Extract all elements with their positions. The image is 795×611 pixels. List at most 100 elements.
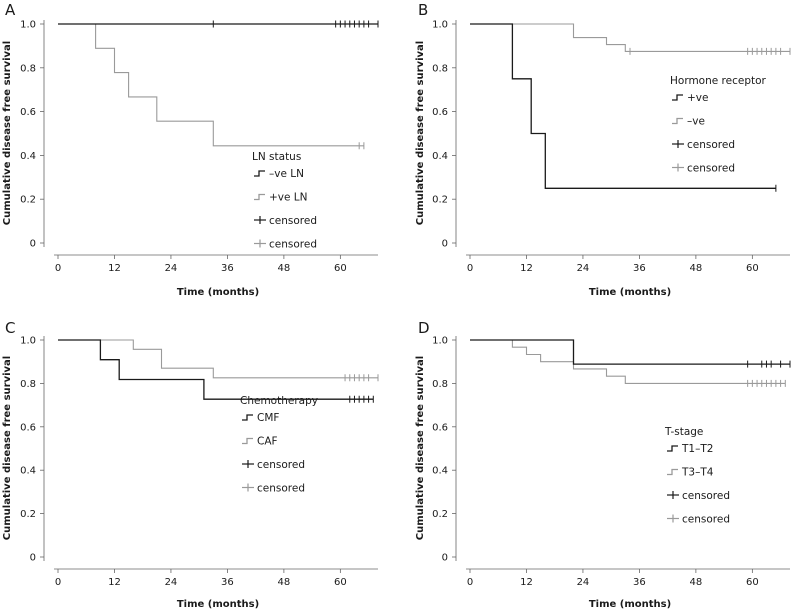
km-panel-b: B 0 0.2 0.4 0.6 0.8 1.0 0 12 24 36 48 60 Time (months… xyxy=(415,1,791,298)
legend-line-icon xyxy=(254,170,265,177)
x-tick-label: 48 xyxy=(278,263,291,274)
y-tick-label: 1.0 xyxy=(20,336,36,347)
legend-entry: censored xyxy=(682,514,730,526)
legend-line-icon xyxy=(254,193,265,201)
x-tick-label: 0 xyxy=(467,577,473,588)
survival-curve-gray xyxy=(58,23,364,147)
x-axis-title: Time (months) xyxy=(177,287,259,298)
y-tick-label: 0.6 xyxy=(432,422,448,433)
panel-label: D xyxy=(418,319,430,337)
y-tick-label: 0 xyxy=(30,239,36,250)
legend-entry: +ve LN xyxy=(269,192,308,204)
survival-curve-gray xyxy=(470,339,786,384)
x-tick-label: 48 xyxy=(690,263,703,274)
legend-entry: censored xyxy=(257,483,305,495)
legend-line-icon xyxy=(672,117,683,125)
legend-title: LN status xyxy=(252,151,301,163)
legend-entry: CAF xyxy=(257,436,278,448)
legend-entry: censored xyxy=(269,239,317,251)
y-tick-label: 0.6 xyxy=(20,422,36,433)
y-tick-label: 0.8 xyxy=(20,379,36,390)
panel-label: C xyxy=(5,319,15,337)
x-tick-label: 12 xyxy=(108,577,121,588)
legend-title: T-stage xyxy=(664,426,703,438)
panel-label: A xyxy=(5,1,16,19)
legend-entry: censored xyxy=(687,139,735,151)
x-tick-label: 36 xyxy=(633,577,646,588)
x-tick-label: 24 xyxy=(165,263,178,274)
y-tick-label: 0.2 xyxy=(20,195,36,206)
legend-title: Chemotherapy xyxy=(240,395,318,407)
y-tick-label: 0.4 xyxy=(432,151,448,162)
x-tick-label: 24 xyxy=(577,263,590,274)
x-tick-label: 48 xyxy=(690,577,703,588)
x-axis-title: Time (months) xyxy=(589,599,671,610)
x-tick-label: 36 xyxy=(221,263,234,274)
x-tick-label: 12 xyxy=(108,263,121,274)
y-tick-label: 0.2 xyxy=(432,195,448,206)
x-tick-label: 24 xyxy=(577,577,590,588)
km-panel-a: A 0 0.2 0.4 0.6 0.8 1.0 0 12 24 36 48 60 Time (months… xyxy=(2,1,379,298)
y-axis-title: Cumulative disease free survival xyxy=(2,356,13,540)
legend-entry: CMF xyxy=(257,412,279,424)
survival-curve-black xyxy=(470,339,790,365)
y-tick-label: 1.0 xyxy=(432,20,448,31)
x-tick-label: 60 xyxy=(746,577,759,588)
x-tick-label: 60 xyxy=(334,263,347,274)
legend-line-icon xyxy=(667,445,678,452)
y-tick-label: 0.8 xyxy=(432,379,448,390)
survival-curve-gray xyxy=(470,23,790,52)
y-axis-title: Cumulative disease free survival xyxy=(415,356,426,540)
survival-curve-black xyxy=(470,23,776,189)
y-tick-label: 0.6 xyxy=(20,107,36,118)
legend-entry: +ve xyxy=(687,92,708,104)
panel-label: B xyxy=(418,1,428,19)
x-tick-label: 36 xyxy=(221,577,234,588)
x-tick-label: 60 xyxy=(334,577,347,588)
x-tick-label: 12 xyxy=(520,577,533,588)
legend-entry: –ve LN xyxy=(269,168,304,180)
y-tick-label: 0.8 xyxy=(20,63,36,74)
x-tick-label: 0 xyxy=(55,577,61,588)
legend-entry: censored xyxy=(682,490,730,502)
y-tick-label: 0.8 xyxy=(432,63,448,74)
legend-entry: –ve xyxy=(687,116,705,128)
y-tick-label: 0 xyxy=(30,553,36,564)
x-tick-label: 12 xyxy=(520,263,533,274)
x-tick-label: 60 xyxy=(746,263,759,274)
legend-title: Hormone receptor xyxy=(670,75,767,87)
legend-line-icon xyxy=(242,414,253,421)
x-tick-label: 48 xyxy=(278,577,291,588)
legend-entry: T1–T2 xyxy=(681,443,713,455)
legend-entry: censored xyxy=(257,459,305,471)
y-tick-label: 0.4 xyxy=(20,151,36,162)
x-tick-label: 36 xyxy=(633,263,646,274)
y-tick-label: 0.4 xyxy=(432,466,448,477)
legend-entry: censored xyxy=(687,163,735,175)
x-tick-label: 0 xyxy=(55,263,61,274)
y-tick-label: 0.4 xyxy=(20,466,36,477)
y-axis-title: Cumulative disease free survival xyxy=(2,41,13,225)
x-tick-label: 0 xyxy=(467,263,473,274)
y-tick-label: 0 xyxy=(442,239,448,250)
y-tick-label: 0 xyxy=(442,553,448,564)
y-tick-label: 1.0 xyxy=(432,336,448,347)
y-tick-label: 0.2 xyxy=(20,509,36,520)
survival-curve-black xyxy=(58,339,374,400)
survival-curve-gray xyxy=(58,339,378,379)
x-axis-title: Time (months) xyxy=(177,599,259,610)
legend-line-icon xyxy=(242,437,253,445)
x-tick-label: 24 xyxy=(165,577,178,588)
legend-line-icon xyxy=(672,94,683,101)
legend-line-icon xyxy=(667,468,678,476)
y-axis-title: Cumulative disease free survival xyxy=(415,41,426,225)
km-panel-c: C 0 0.2 0.4 0.6 0.8 1.0 0 12 24 36 48 60 Time (months… xyxy=(2,319,379,610)
y-tick-label: 0.2 xyxy=(432,509,448,520)
y-tick-label: 1.0 xyxy=(20,20,36,31)
y-tick-label: 0.6 xyxy=(432,107,448,118)
legend-entry: censored xyxy=(269,215,317,227)
legend-entry: T3–T4 xyxy=(681,467,714,479)
x-axis-title: Time (months) xyxy=(589,287,671,298)
km-panel-d: D 0 0.2 0.4 0.6 0.8 1.0 0 12 24 36 48 60 Time (months… xyxy=(415,319,791,610)
